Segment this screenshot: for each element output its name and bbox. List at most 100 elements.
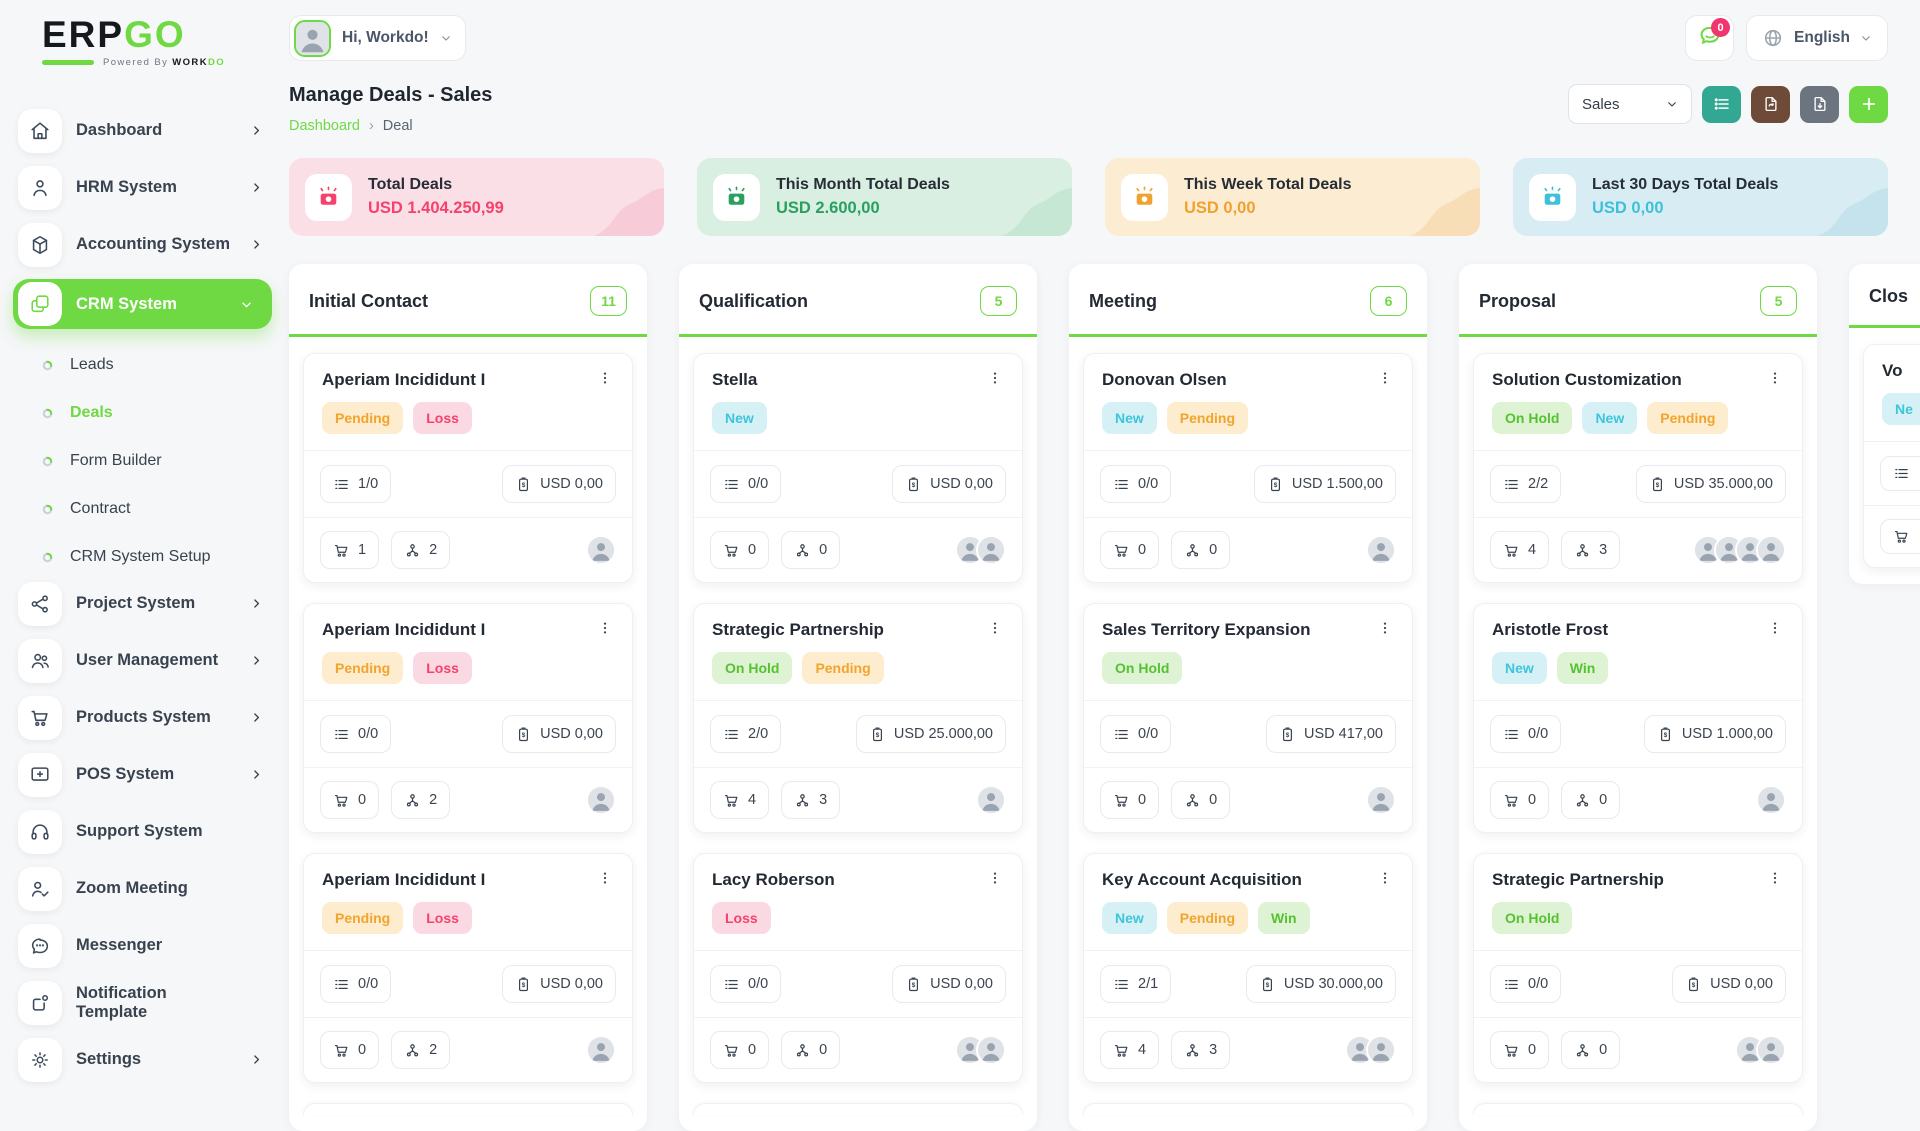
kebab-menu-icon[interactable]	[986, 870, 1004, 886]
sidebar-item-zoom-meeting[interactable]: Zoom Meeting	[18, 866, 272, 911]
export-button[interactable]	[1800, 85, 1839, 123]
sidebar-item-crm-system[interactable]: CRM System	[13, 279, 272, 329]
deal-card[interactable]: Aristotle Frost New Win 0/0 $ USD 1.000,0…	[1473, 603, 1803, 833]
deal-card[interactable]: Vo Ne $	[1863, 344, 1920, 568]
sidebar-item-pos-system[interactable]: POS System	[18, 752, 272, 797]
kebab-menu-icon[interactable]	[596, 870, 614, 886]
kebab-menu-icon[interactable]	[1376, 620, 1394, 636]
tasks-pill: 0/0	[1490, 715, 1562, 753]
svg-text:$: $	[912, 481, 916, 488]
kebab-menu-icon[interactable]	[1376, 370, 1394, 386]
deal-card[interactable]: Aperiam Incididunt I Pending Loss 0/0 $ U…	[303, 853, 633, 1083]
products-pill: 0	[1100, 781, 1160, 819]
deal-card[interactable]: Aperiam Incididunt I Pending Loss 1/0 $ U…	[303, 353, 633, 583]
tag-pending: Pending	[322, 402, 404, 434]
pipeline-select[interactable]: Sales	[1568, 84, 1692, 124]
kebab-menu-icon[interactable]	[596, 370, 614, 386]
deal-card[interactable]: Stella New 0/0 $ USD 0,00 0	[693, 353, 1023, 583]
chevron-down-icon	[1860, 32, 1872, 44]
deal-card[interactable]: Solution Customization On Hold New Pending…	[1473, 353, 1803, 583]
sidebar-item-user-management[interactable]: User Management	[18, 638, 272, 683]
deal-tags: On Hold	[1102, 652, 1394, 684]
deal-card[interactable]: Strategic Partnership On Hold Pending 2/0…	[693, 603, 1023, 833]
sidebar-item-support-system[interactable]: Support System	[18, 809, 272, 854]
checklist-icon	[1503, 726, 1520, 743]
kebab-menu-icon[interactable]	[596, 620, 614, 636]
sidebar-item-hrm-system[interactable]: HRM System	[18, 165, 272, 210]
invoice-dollar-icon: $	[905, 976, 922, 993]
tasks-pill: 1/0	[320, 465, 392, 503]
kebab-menu-icon[interactable]	[1766, 620, 1784, 636]
sidebar-subitem-form-builder[interactable]: Form Builder	[18, 437, 272, 485]
tag-on-hold: On Hold	[1492, 902, 1573, 934]
checklist-icon	[1113, 476, 1130, 493]
sidebar-item-messenger[interactable]: Messenger	[18, 923, 272, 968]
svg-text:$: $	[912, 981, 916, 988]
headset-icon	[18, 809, 62, 854]
chevron-down-icon	[440, 32, 452, 44]
avatar	[586, 1035, 616, 1065]
brand-logo[interactable]: ERPGO Powered By WORKDO	[0, 0, 284, 86]
kebab-menu-icon[interactable]	[1766, 370, 1784, 386]
avatar	[1366, 1035, 1396, 1065]
deal-title: Solution Customization	[1492, 370, 1682, 389]
tasks-pill	[1880, 456, 1920, 491]
chat-icon	[18, 923, 62, 968]
notification-badge: 0	[1711, 18, 1731, 37]
user-avatar	[294, 19, 331, 57]
tag-on-hold: On Hold	[712, 652, 793, 684]
products-pill: 0	[710, 531, 770, 569]
invoice-dollar-icon: $	[869, 726, 886, 743]
home-icon	[18, 108, 62, 153]
kebab-menu-icon[interactable]	[1376, 870, 1394, 886]
tasks-pill: 0/0	[1490, 965, 1562, 1003]
users-pill: 3	[781, 781, 841, 819]
cart-icon	[1113, 792, 1130, 809]
stat-card: This Month Total Deals USD 2.600,00	[697, 158, 1072, 236]
deal-tags: On Hold	[1492, 902, 1784, 934]
sidebar-item-notification-template[interactable]: Notification Template	[18, 980, 272, 1025]
sidebar-item-accounting-system[interactable]: Accounting System	[18, 222, 272, 267]
people-network-icon	[404, 542, 421, 559]
sidebar-item-dashboard[interactable]: Dashboard	[18, 108, 272, 153]
import-button[interactable]	[1751, 85, 1790, 123]
add-deal-button[interactable]	[1849, 85, 1888, 123]
user-menu[interactable]: Hi, Workdo!	[289, 15, 466, 61]
users-pill: 0	[1171, 781, 1231, 819]
deal-card[interactable]: Donovan Olsen New Pending 0/0 $ USD 1.500…	[1083, 353, 1413, 583]
money-hand-icon	[1121, 173, 1168, 221]
sidebar-item-products-system[interactable]: Products System	[18, 695, 272, 740]
tag-on-hold: On Hold	[1492, 402, 1573, 434]
tag-loss: Loss	[413, 902, 472, 934]
deal-card[interactable]: Key Account Acquisition New Pending Win 2/…	[1083, 853, 1413, 1083]
kebab-menu-icon[interactable]	[1766, 870, 1784, 886]
powered-by-text: Powered By	[103, 57, 169, 68]
sidebar-item-project-system[interactable]: Project System	[18, 581, 272, 626]
people-network-icon	[794, 542, 811, 559]
deal-card[interactable]: Lacy Roberson Loss 0/0 $ USD 0,00 0	[693, 853, 1023, 1083]
svg-text:$: $	[1274, 481, 1278, 488]
deal-card[interactable]: Strategic Partnership On Hold 0/0 $ USD …	[1473, 853, 1803, 1083]
sidebar-subitem-contract[interactable]: Contract	[18, 485, 272, 533]
kebab-menu-icon[interactable]	[986, 620, 1004, 636]
deal-card[interactable]: Aperiam Incididunt I Pending Loss 0/0 $ U…	[303, 603, 633, 833]
invoice-dollar-icon: $	[1649, 476, 1666, 493]
kebab-menu-icon[interactable]	[986, 370, 1004, 386]
breadcrumb-dashboard[interactable]: Dashboard	[289, 118, 360, 134]
tasks-pill: 0/0	[710, 465, 782, 503]
sidebar-subitem-leads[interactable]: Leads	[18, 341, 272, 389]
sidebar-item-settings[interactable]: Settings	[18, 1037, 272, 1082]
sidebar-subitem-crm-system-setup[interactable]: CRM System Setup	[18, 533, 272, 581]
partial-deal-card	[1083, 1103, 1413, 1115]
notifications-button[interactable]: 0	[1685, 15, 1735, 61]
deal-card[interactable]: Sales Territory Expansion On Hold 0/0 $ …	[1083, 603, 1413, 833]
deal-tags: New Pending Win	[1102, 902, 1394, 934]
deal-title: Strategic Partnership	[1492, 870, 1664, 889]
people-network-icon	[794, 792, 811, 809]
products-pill: 0	[320, 781, 380, 819]
users-icon	[18, 638, 62, 683]
sidebar-subitem-deals[interactable]: Deals	[18, 389, 272, 437]
language-selector[interactable]: English	[1746, 15, 1888, 61]
list-view-button[interactable]	[1702, 85, 1741, 123]
people-network-icon	[1574, 1042, 1591, 1059]
